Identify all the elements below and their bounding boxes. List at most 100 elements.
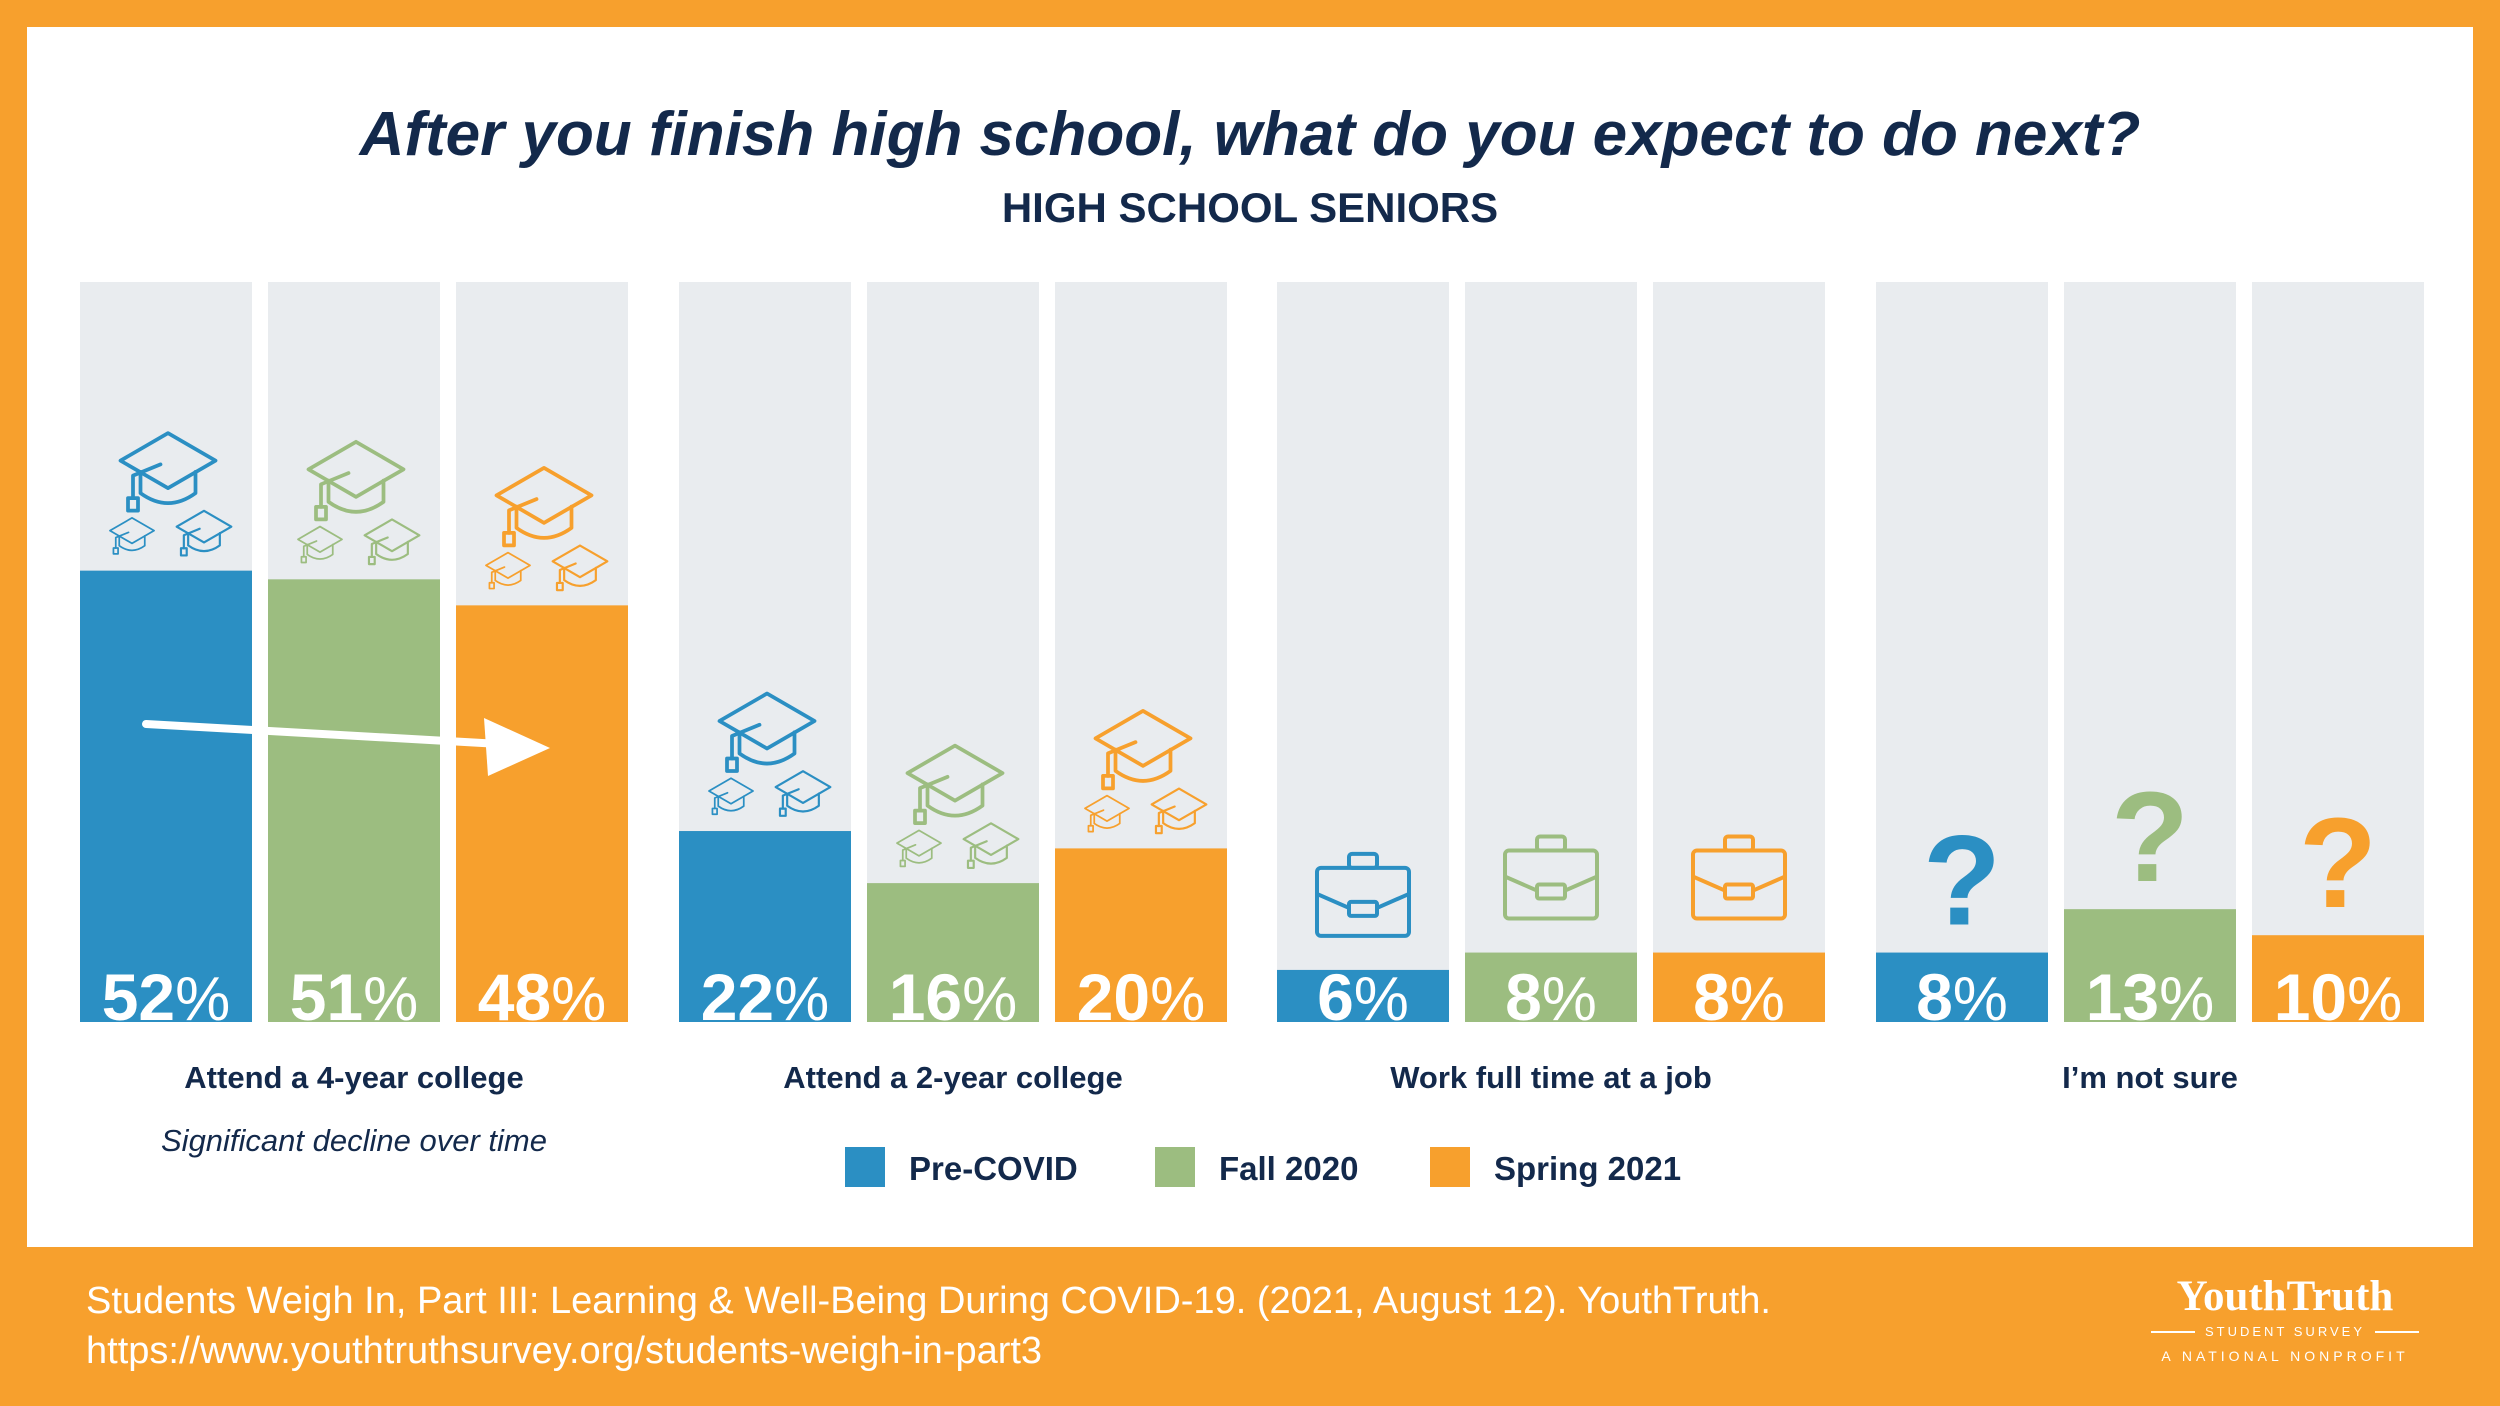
bar [1277,969,1449,1022]
data-label: 22% [701,960,830,1034]
trend-arrow-head [484,718,550,776]
cap-board [1150,787,1208,822]
cap-tassel-end [179,547,188,557]
logo-name: YouthTruth [2176,1273,2394,1320]
data-label: 8% [1505,960,1597,1034]
cap-base [326,478,386,514]
graduation-cap-icon [306,439,406,522]
question-mark-icon: ? [2299,792,2377,935]
cap-base [786,792,820,813]
bar [2252,935,2424,1022]
graduation-cap-icon [118,431,218,513]
cap-base [1093,812,1121,829]
cap-base [118,534,146,552]
footer-url[interactable]: https://www.youthtruthsurvey.org/student… [86,1330,1043,1372]
cap-base [1162,809,1196,830]
cap-board [485,551,531,579]
cap-tassel [781,788,800,810]
cap-tassel-end [1087,824,1094,833]
cap-tassel [114,531,130,549]
bar [268,579,440,1022]
briefcase-flap [1316,892,1410,910]
cap-board [774,770,832,804]
cap-base [514,504,574,540]
briefcase-flap [1504,874,1598,893]
cap-tassel-end [899,859,906,868]
cap-board [905,743,1005,803]
briefcase-clasp [1347,899,1379,918]
cap-tassel-end [555,581,564,592]
graduation-cap-icon [708,777,754,816]
graduation-cap-icon [175,509,233,557]
graduation-cap-icon [905,743,1005,825]
bar [2064,909,2236,1022]
briefcase-handle [1535,834,1567,853]
cap-tassel [1106,740,1138,778]
data-label: 8% [1693,960,1785,1034]
cap-board [175,509,233,544]
briefcase-handle [1347,851,1379,870]
cap-base [306,543,334,560]
category-label: I’m not sure [2062,1060,2238,1095]
trend-arrow-shaft [142,720,504,748]
cap-tassel [713,791,729,810]
legend-swatch [1155,1147,1195,1187]
data-label: 52% [102,960,231,1034]
cap-board [551,544,609,579]
logo-subtitle-row: STUDENT SURVEY [2150,1322,2420,1342]
briefcase-flap [1692,874,1786,893]
cap-board [708,777,754,805]
legend-label: Spring 2021 [1494,1150,1681,1187]
cap-tassel-end [300,555,307,564]
cap-tassel-end [502,530,516,548]
legend-label: Pre-COVID [909,1150,1078,1187]
cap-base [925,782,985,818]
category-label: Attend a 2-year college [783,1060,1122,1095]
question-mark-icon: ? [2111,766,2189,909]
cap-tassel-end [126,496,140,513]
bar [1653,952,1825,1022]
bar [1055,848,1227,1022]
briefcase-icon [1503,834,1599,921]
graduation-cap-icon [1150,787,1208,835]
legend-swatch [845,1147,885,1187]
category-label: Work full time at a job [1390,1060,1712,1095]
question-mark-icon: ? [1923,810,2001,953]
bar [679,831,851,1022]
cap-tassel [1089,809,1105,827]
graduation-cap-icon [1084,794,1130,833]
data-label: 48% [478,960,607,1034]
cap-tassel-end [1101,774,1115,791]
cap-tassel-end [314,504,328,522]
cap-base [717,795,745,812]
cap-base [737,730,797,766]
cap-board [363,518,421,553]
cap-board [118,431,218,491]
graduation-cap-icon [297,439,421,566]
data-label: 20% [1077,960,1206,1034]
cap-board [717,691,817,751]
graduation-cap-icon [485,465,609,592]
data-label: 13% [2086,960,2215,1034]
cap-tassel [319,471,351,509]
cap-tassel [182,527,201,550]
graduation-cap-icon [109,431,233,557]
briefcase-clasp [1535,882,1567,901]
cap-tassel-end [778,807,787,817]
graduation-cap-icon [1093,709,1193,791]
cap-tassel-end [711,807,718,816]
graduation-cap-icon [485,551,531,590]
cap-base [138,470,198,506]
logo-rule-left [2151,1331,2195,1333]
briefcase-handle [1723,834,1755,853]
category-label: Attend a 4-year college [184,1060,523,1095]
legend-item: Fall 2020 [1155,1147,1358,1187]
cap-base [375,540,409,561]
logo-tagline: A NATIONAL NONPROFIT [2161,1348,2409,1364]
bar-track [2064,282,2236,1022]
cap-tassel-end [488,581,495,590]
chart-title: After you finish high school, what do yo… [358,100,2141,169]
bar-track [1876,282,2048,1022]
footer-citation: Students Weigh In, Part III: Learning & … [86,1280,1771,1322]
